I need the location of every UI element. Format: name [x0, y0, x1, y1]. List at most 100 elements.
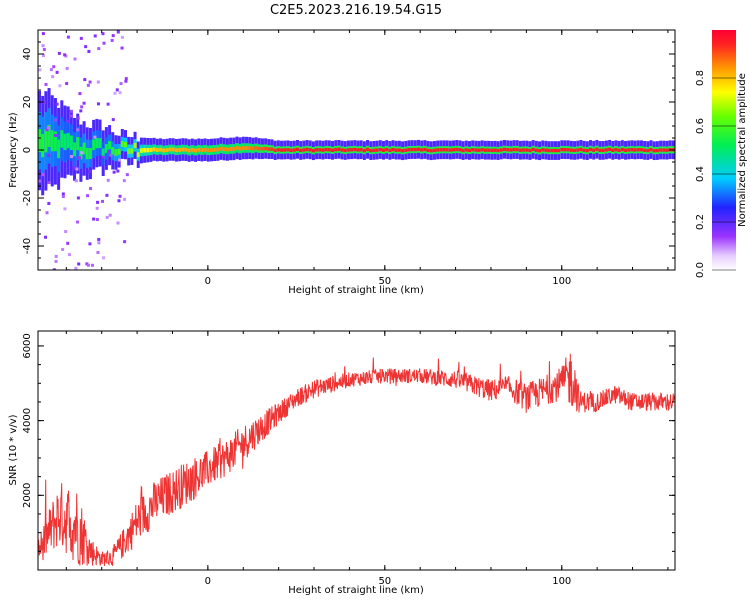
- heatmap-cell: [61, 192, 65, 196]
- y-tick-label: 20: [22, 96, 33, 109]
- heatmap-cell: [118, 158, 122, 162]
- heatmap-cell: [58, 84, 62, 88]
- heatmap-cell: [66, 132, 70, 149]
- heatmap-cell: [359, 148, 363, 152]
- heatmap-cell: [299, 148, 303, 153]
- heatmap-cell: [340, 148, 344, 152]
- heatmap-cell: [375, 148, 379, 152]
- heatmap-cell: [557, 148, 561, 153]
- heatmap-cell: [200, 148, 204, 153]
- heatmap-cell: [47, 201, 51, 205]
- heatmap-cell: [503, 147, 507, 152]
- heatmap-cell: [576, 148, 580, 152]
- heatmap-cell: [86, 263, 90, 267]
- heatmap-cell: [97, 47, 101, 51]
- heatmap-cell: [385, 147, 389, 152]
- heatmap-cell: [356, 148, 360, 152]
- heatmap-cell: [38, 68, 42, 72]
- heatmap-cell: [139, 148, 143, 153]
- heatmap-cell: [69, 114, 73, 118]
- heatmap-cell: [41, 173, 45, 177]
- heatmap-cell: [251, 146, 255, 151]
- heatmap-cell: [531, 147, 535, 152]
- heatmap-cell: [563, 148, 567, 152]
- heatmap-cell: [369, 148, 373, 153]
- heatmap-cell: [197, 147, 201, 152]
- heatmap-cell: [42, 100, 46, 104]
- heatmap-cell: [125, 173, 129, 177]
- heatmap-cell: [49, 68, 53, 72]
- heatmap-cell: [47, 181, 51, 185]
- heatmap-cell: [65, 66, 69, 70]
- heatmap-cell: [88, 80, 92, 84]
- heatmap-cell: [499, 148, 503, 152]
- heatmap-cell: [52, 65, 56, 69]
- heatmap-cell: [79, 36, 83, 40]
- heatmap-cell: [295, 147, 299, 152]
- heatmap-cell: [86, 83, 90, 87]
- heatmap-cell: [404, 148, 408, 152]
- heatmap-cell: [366, 147, 370, 152]
- y-tick-label: 4000: [22, 408, 33, 433]
- heatmap-cell: [458, 148, 462, 152]
- heatmap-cell: [149, 147, 153, 153]
- heatmap-cell: [270, 147, 274, 151]
- heatmap-cell: [209, 148, 213, 152]
- heatmap-cell: [187, 148, 191, 153]
- heatmap-cell: [353, 147, 357, 152]
- heatmap-cell: [229, 146, 233, 151]
- heatmap-cell: [82, 142, 86, 155]
- heatmap-cell: [401, 149, 405, 153]
- heatmap-cell: [136, 152, 140, 158]
- heatmap-cell: [343, 148, 347, 153]
- heatmap-cell: [448, 148, 452, 152]
- heatmap-cell: [589, 147, 593, 152]
- heatmap-cell: [76, 196, 80, 200]
- heatmap-cell: [420, 148, 424, 152]
- heatmap-cell: [174, 148, 178, 153]
- heatmap-cell: [324, 147, 328, 152]
- heatmap-cell: [66, 35, 70, 39]
- heatmap-cell: [477, 148, 481, 152]
- heatmap-cell: [115, 88, 119, 92]
- heatmap-cell: [162, 148, 166, 153]
- heatmap-cell: [512, 147, 516, 152]
- heatmap-cell: [72, 166, 76, 170]
- heatmap-cell: [547, 148, 551, 153]
- heatmap-cell: [397, 148, 401, 152]
- heatmap-cell: [260, 147, 264, 151]
- heatmap-cell: [47, 153, 51, 157]
- heatmap-cell: [66, 241, 70, 245]
- snr-panel: 0 50 100 2000 4000 6000 Height of straight li…: [8, 330, 676, 596]
- heatmap-cell: [65, 82, 69, 86]
- y-tick-label: 6000: [22, 333, 33, 358]
- heatmap-cell: [87, 49, 91, 53]
- heatmap-cell: [54, 133, 58, 137]
- heatmap-cell: [455, 147, 459, 152]
- heatmap-cell: [97, 241, 101, 245]
- heatmap-cell: [646, 148, 650, 153]
- heatmap-cell: [331, 148, 335, 152]
- heatmap-cell: [120, 46, 124, 50]
- heatmap-cell: [155, 148, 159, 152]
- heatmap-cell: [388, 148, 392, 153]
- heatmap-cell: [643, 148, 647, 153]
- heatmap-cell: [585, 148, 589, 153]
- heatmap-cell: [315, 148, 319, 152]
- heatmap-cell: [146, 148, 150, 153]
- heatmap-cell: [627, 148, 631, 152]
- heatmap-cell: [38, 179, 42, 183]
- heatmap-cell: [439, 148, 443, 152]
- heatmap-cell: [60, 130, 64, 148]
- colorbar-tick-label: 0.8: [695, 70, 706, 86]
- heatmap-cell: [76, 116, 80, 120]
- heatmap-cell: [598, 148, 602, 153]
- heatmap-cell: [566, 148, 570, 152]
- heatmap-cell: [410, 147, 414, 152]
- heatmap-cell: [123, 240, 127, 244]
- heatmap-cell: [95, 206, 99, 210]
- heatmap-cell: [41, 44, 45, 48]
- heatmap-cell: [273, 148, 277, 153]
- heatmap-cell: [109, 153, 113, 157]
- heatmap-cell: [120, 35, 124, 39]
